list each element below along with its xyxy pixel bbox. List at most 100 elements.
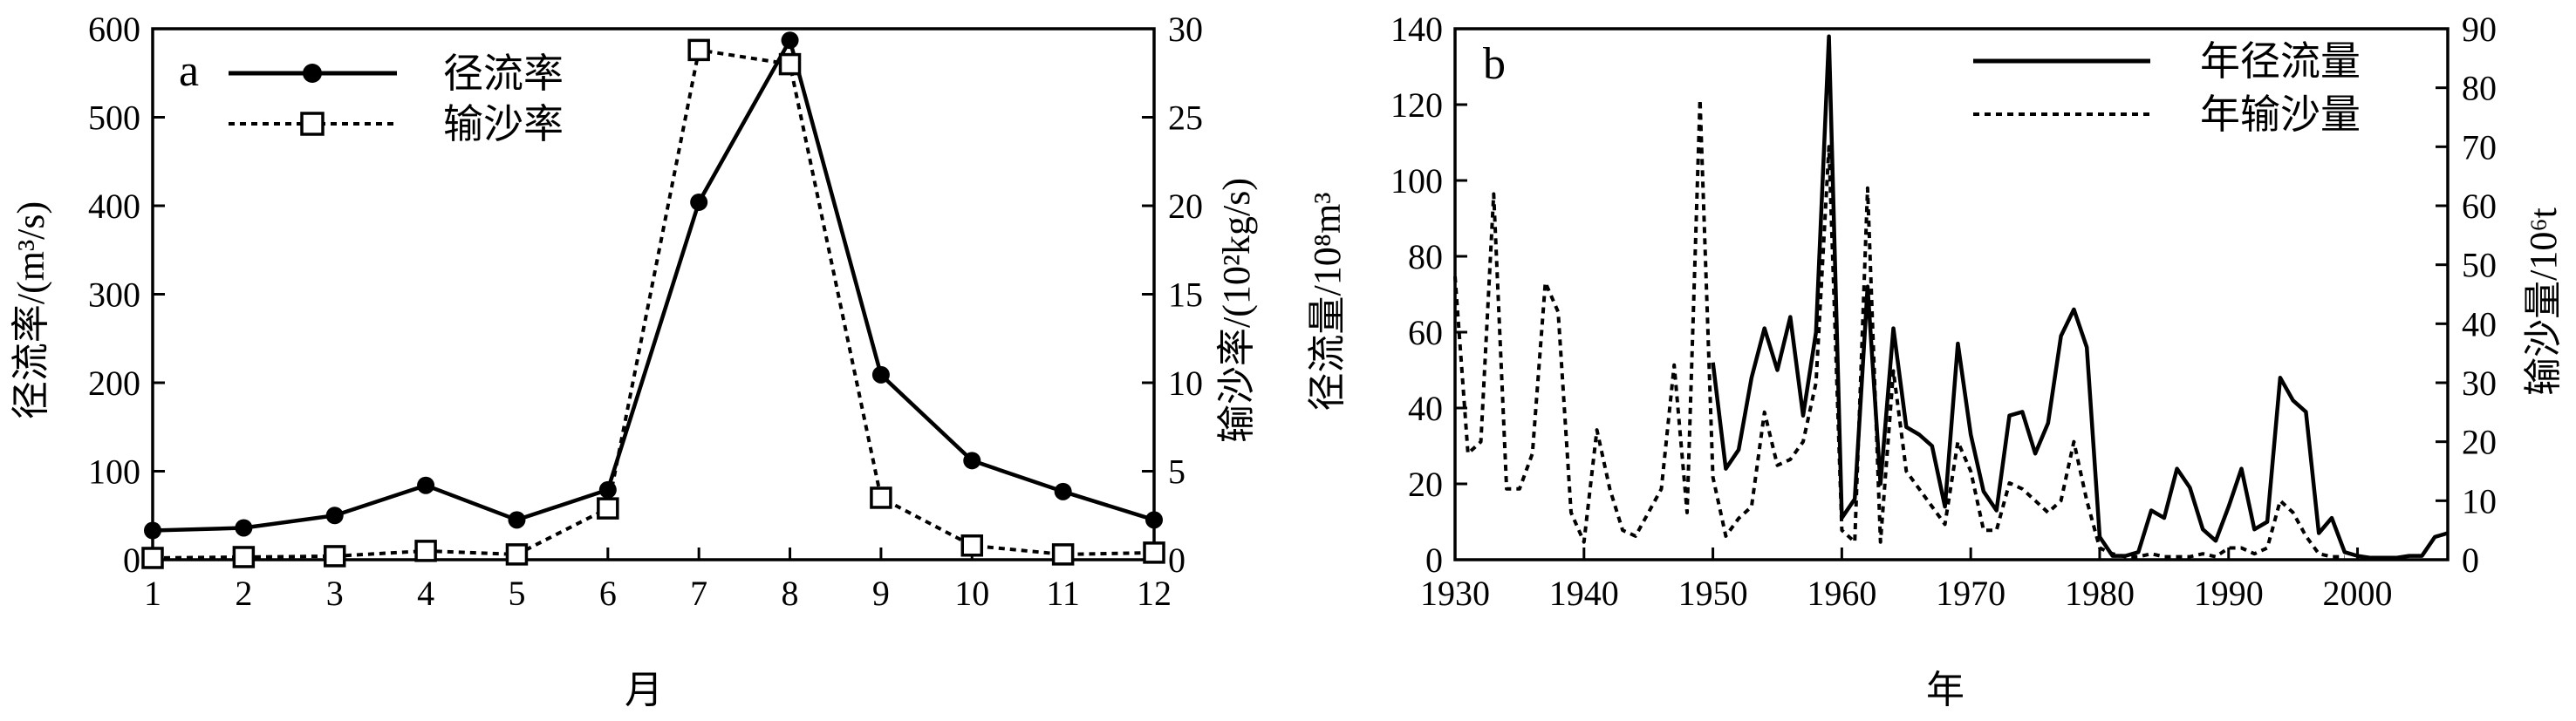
panel-b-x-tick-label: 1930 [1420,574,1490,613]
panel-a-point-series-1 [687,38,710,62]
panel-b-right-y-tick-label: 90 [2462,10,2497,49]
panel-a-series [141,31,1165,569]
panel-a-y-axis-title: 径流率/(m³/s) [10,201,52,419]
panel-b-y-tick-label: 0 [1425,541,1443,580]
panel-b-x-tick-label: 1990 [2194,574,2264,613]
panel-a-x-tick-label: 12 [1137,574,1172,613]
panel-b-right-y-tick-label: 0 [2462,541,2479,580]
panel-b-right-y-tick-label: 70 [2462,127,2497,167]
panel-a-right-y-tick-label: 10 [1168,364,1203,403]
panel-b-y-tick-label: 140 [1390,10,1443,49]
panel-a-x-tick-label: 8 [782,574,799,613]
panel-a-point-series-0 [1145,511,1163,529]
panel-a-tick-labels: 1 2 3 4 5 6 7 8 9 10 11 120100200300400500600051015… [88,10,1203,613]
panel-b-plot-frame [1453,27,2450,561]
panel-a-right-y-tick-label: 5 [1168,452,1186,492]
panel-b-right-y-tick-label: 30 [2462,364,2497,403]
panel-a-y-tick-label: 600 [88,10,140,49]
panel-a-x-axis-title: 月 [625,669,663,711]
panel-a-point-series-0 [417,476,435,494]
panel-a-point-series-1 [232,546,256,568]
panel-a-point-series-1 [1143,541,1165,564]
panel-a-point-series-1 [323,545,346,568]
panel-b-line-series-0 [1711,34,2449,561]
panel-a-right-y-tick-label: 25 [1168,99,1203,138]
panel-a-x-tick-label: 6 [599,574,617,613]
panel-b-right-y-tick-label: 50 [2462,246,2497,285]
legend-marker-sediment-rate [300,112,325,136]
panel-a-legend: 径流率 输沙率 [229,51,564,146]
panel-a-right-y-tick-label: 20 [1168,187,1203,226]
panel-a-point-series-0 [1054,482,1072,500]
panel-b-right-y-tick-label: 40 [2462,304,2497,343]
panel-a-x-tick-label: 1 [144,574,161,613]
panel-a-right-y-tick-label: 30 [1168,10,1203,49]
panel-a-point-series-0 [871,365,890,384]
panel-a-y-tick-label: 500 [88,99,140,138]
chart-panel-b: 1930 1940 1950 1960 1970 1980 1990 2000 0 20 40 60 8… [1306,10,2565,711]
panel-a-plot-frame [151,27,1156,561]
panel-b-x-tick-label: 1950 [1678,574,1748,613]
panel-b-y-tick-label: 40 [1408,389,1443,428]
panel-a-point-series-1 [597,497,619,520]
panel-a-axes [151,27,1156,561]
panel-a-x-tick-label: 10 [954,574,989,613]
panel-b-x-tick-label: 1940 [1549,574,1619,613]
panel-a-right-y-tick-label: 0 [1168,541,1186,580]
panel-b-label: b [1483,39,1506,89]
panel-b-legend: 年径流量 年输沙量 [1973,39,2361,137]
panel-a-point-series-1 [778,52,802,76]
panel-a-point-series-1 [414,540,437,562]
panel-b-x-tick-label: 2000 [2323,574,2393,613]
legend-marker-runoff-rate [303,64,322,83]
panel-a-y-tick-label: 0 [123,541,140,580]
panel-a-x-tick-label: 3 [326,574,344,613]
panel-a-x-tick-label: 9 [872,574,890,613]
chart-panel-a: 1 2 3 4 5 6 7 8 9 10 11 120100200300400500600051015… [10,10,1258,711]
panel-a-right-y-axis-title: 输沙率/(10²kg/s) [1215,178,1258,443]
panel-b-y-tick-label: 60 [1408,313,1443,352]
panel-a-label: a [179,46,199,96]
panel-a-point-series-1 [141,547,164,569]
panel-b-right-y-tick-label: 80 [2462,69,2497,108]
legend-label-runoff-rate: 径流率 [443,51,564,96]
panel-b-y-tick-label: 80 [1408,237,1443,276]
panel-a-point-series-0 [235,519,253,537]
panel-a-y-tick-label: 400 [88,187,140,226]
panel-b-series [1453,34,2449,561]
legend-label-sediment-rate: 输沙率 [443,102,564,146]
panel-a-point-series-0 [781,31,799,50]
panel-a-point-series-0 [144,521,161,540]
panel-b-x-tick-label: 1980 [2065,574,2135,613]
panel-a-point-series-0 [963,452,981,470]
panel-a-x-tick-label: 2 [235,574,252,613]
panel-a-right-y-tick-label: 15 [1168,275,1203,315]
panel-b-x-tick-label: 1970 [1936,574,2005,613]
panel-a-y-tick-label: 200 [88,364,140,403]
panel-b-x-tick-label: 1960 [1807,574,1876,613]
panel-b-tick-labels: 1930 1940 1950 1960 1970 1980 1990 2000 0 20 40 60 8… [1390,10,2497,613]
panel-b-x-axis-title: 年 [1926,669,1964,711]
panel-a-y-tick-label: 100 [88,452,140,492]
panel-a-x-tick-label: 4 [417,574,434,613]
panel-a-point-series-1 [1051,543,1075,566]
panel-b-right-y-axis-title: 输沙量/10⁶t [2522,207,2565,396]
panel-b-line-series-1 [1453,98,2345,559]
panel-a-point-series-1 [960,534,984,557]
panel-b-y-axis-title: 径流量/10⁸m³ [1306,193,1349,412]
panel-b-y-tick-label: 120 [1390,85,1443,125]
panel-a-point-series-1 [870,486,892,509]
panel-b-y-tick-label: 20 [1408,465,1443,504]
panel-b-right-y-tick-label: 60 [2462,187,2497,226]
panel-a-point-series-0 [508,511,526,529]
panel-a-point-series-0 [325,507,344,525]
panel-b-right-y-tick-label: 10 [2462,481,2497,520]
panel-a-point-series-1 [505,543,529,566]
panel-a-point-series-0 [690,193,708,211]
legend-label-annual-sediment: 年输沙量 [2200,92,2361,137]
panel-a-y-tick-label: 300 [88,275,140,315]
panel-a-x-tick-label: 11 [1046,574,1080,613]
panel-b-y-tick-label: 100 [1390,161,1443,201]
